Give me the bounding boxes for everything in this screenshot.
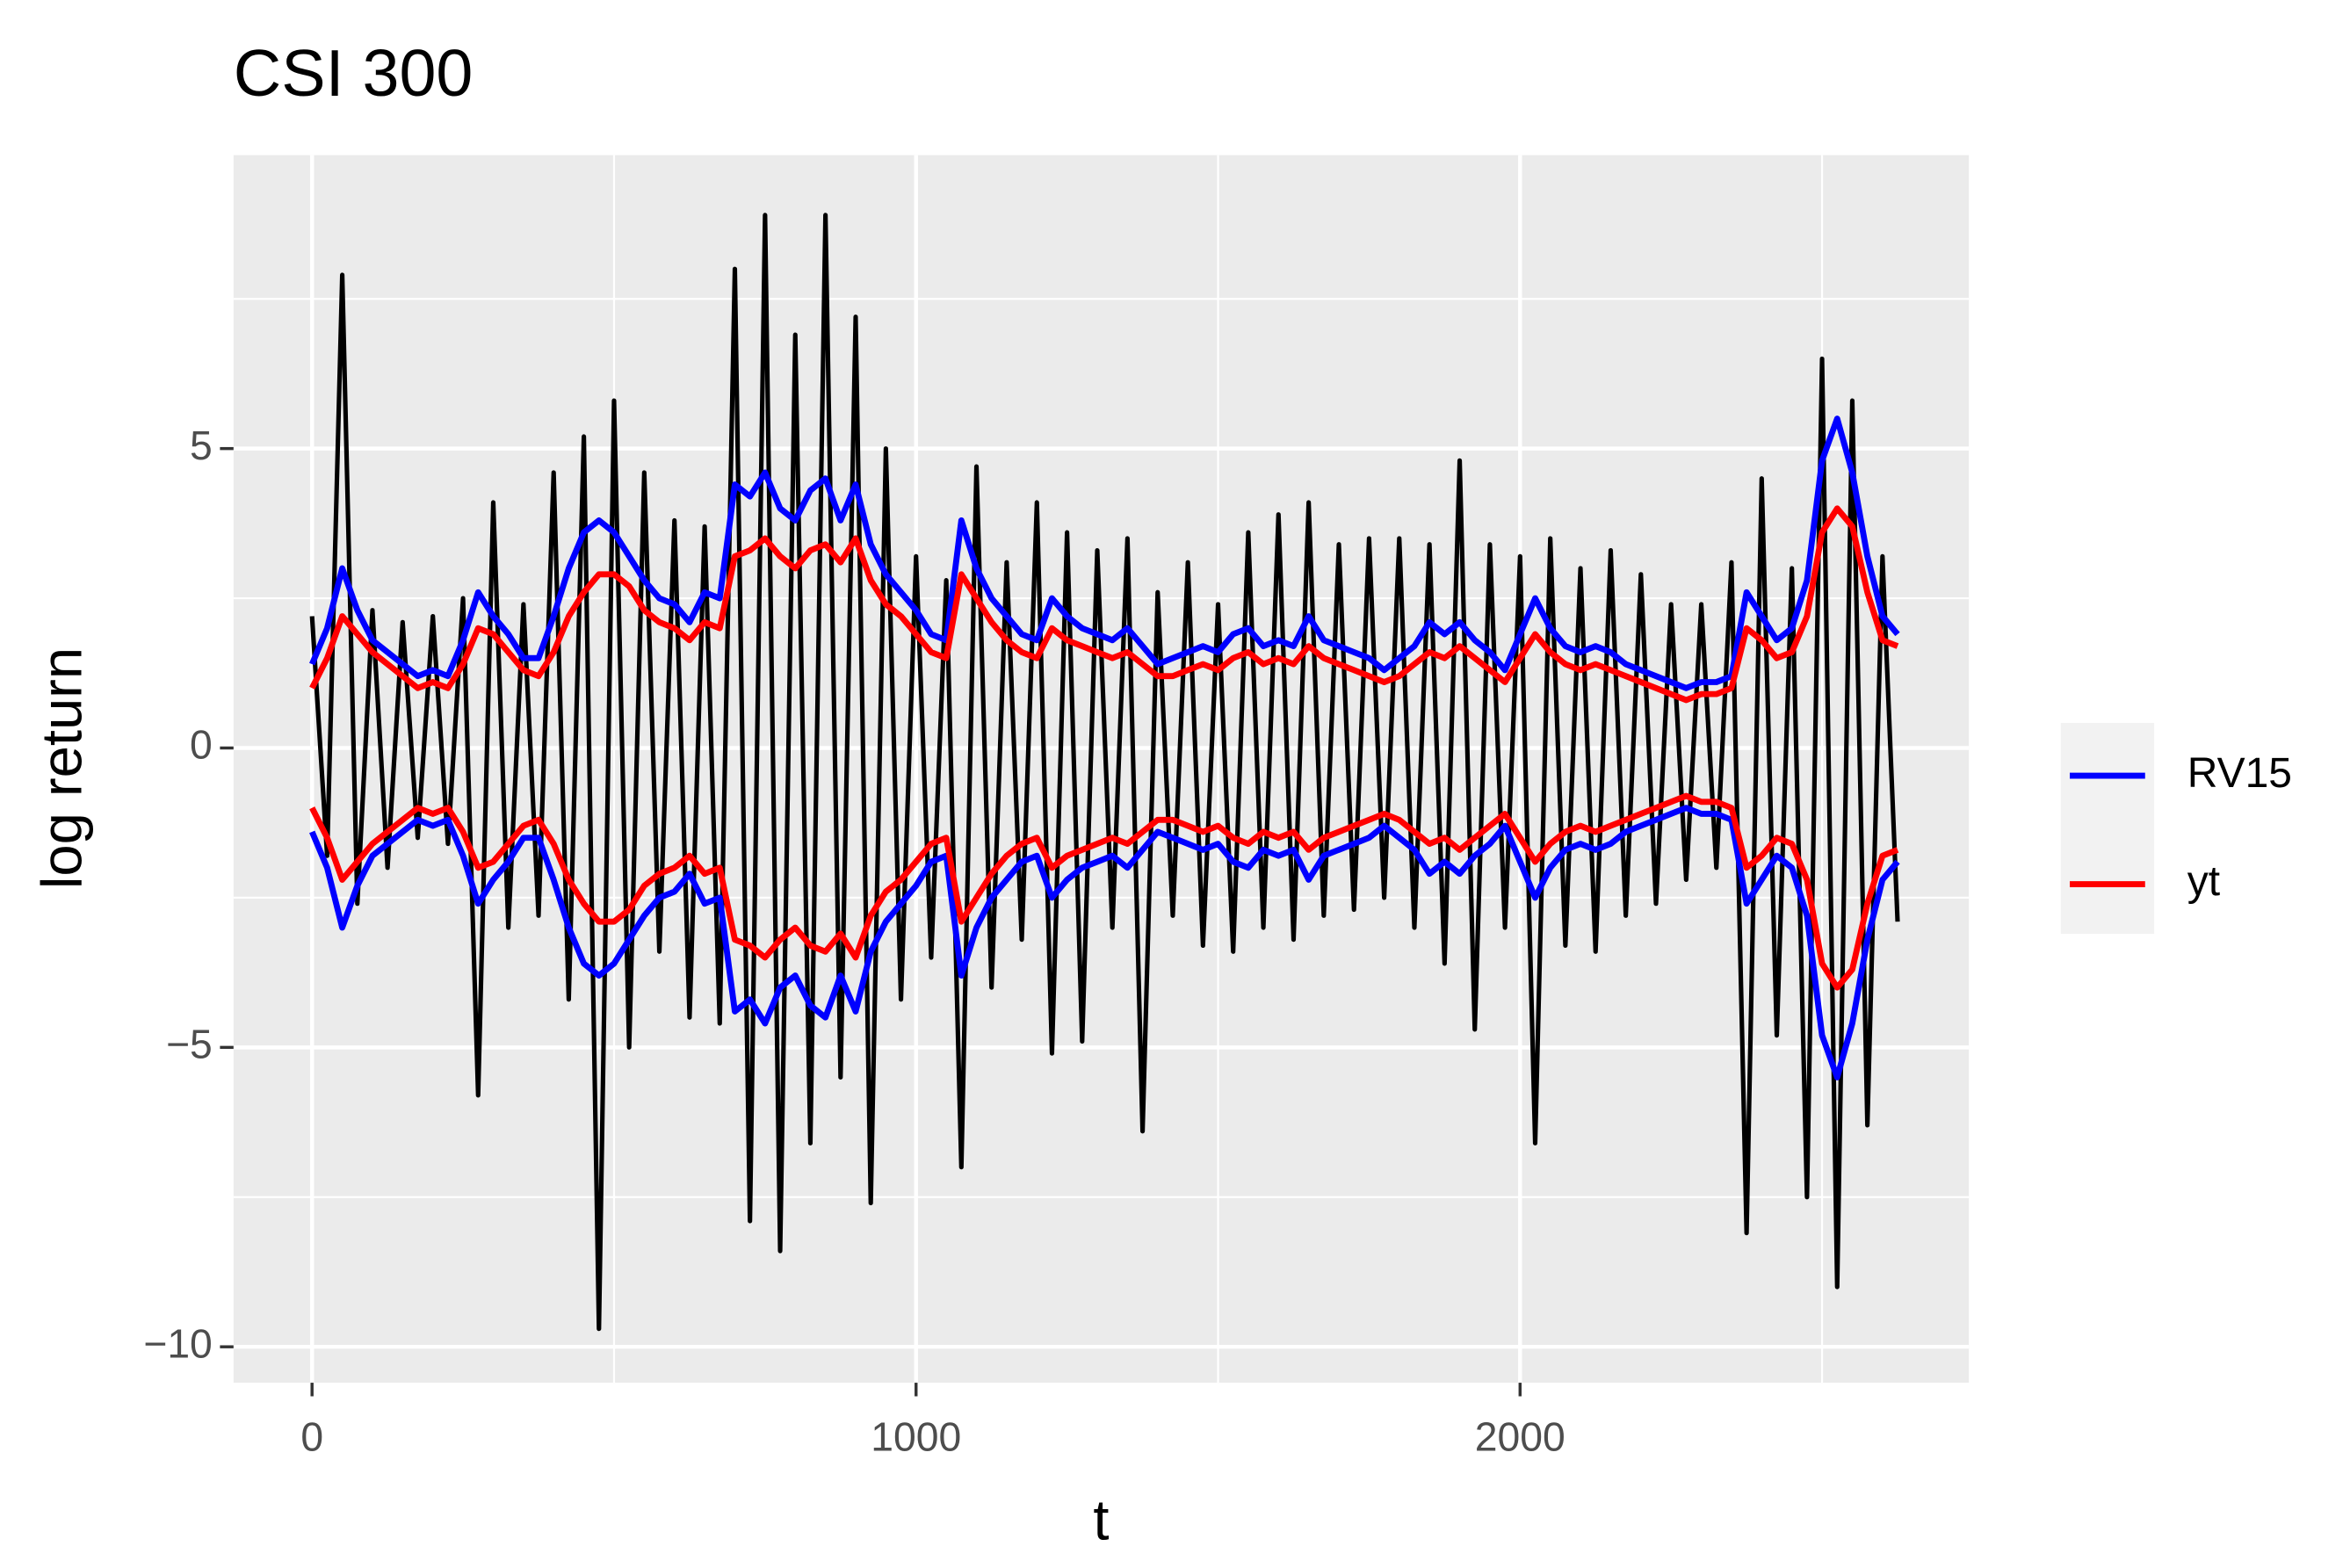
series-line — [309, 213, 1900, 1332]
grid — [233, 155, 1970, 1384]
legend: RV15 yt — [2060, 723, 2292, 935]
x-tick-label: 0 — [300, 1413, 323, 1459]
series-line-mirror — [309, 805, 1900, 1080]
legend-background — [2060, 723, 2155, 935]
series-line-mirror — [309, 792, 1899, 991]
y-tick-label: 0 — [190, 722, 213, 768]
y-tick-label: −5 — [166, 1022, 213, 1067]
axes: 0 1000 2000 −10 −5 0 5 — [143, 423, 1565, 1460]
legend-label: RV15 — [2187, 750, 2292, 797]
series-line — [309, 415, 1900, 691]
x-tick-label: 1000 — [871, 1413, 961, 1459]
y-axis-title: log return — [30, 647, 94, 889]
plot-area — [309, 213, 1900, 1332]
x-axis-title: t — [1093, 1487, 1109, 1551]
y-tick-label: 5 — [190, 423, 213, 468]
x-tick-label: 2000 — [1475, 1413, 1565, 1459]
chart-title: CSI 300 — [234, 36, 474, 110]
legend-label: yt — [2187, 858, 2220, 905]
y-tick-label: −10 — [143, 1320, 213, 1366]
series-line — [309, 505, 1899, 704]
